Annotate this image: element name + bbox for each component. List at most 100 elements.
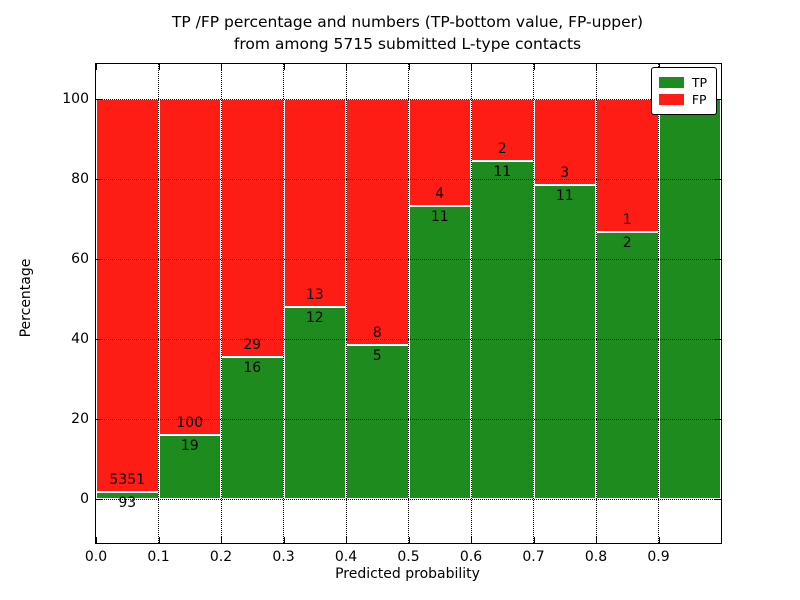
h-gridline bbox=[96, 179, 721, 180]
tp-count-label: 16 bbox=[243, 359, 262, 376]
tp-count-label: 19 bbox=[180, 438, 199, 455]
v-gridline bbox=[595, 64, 597, 543]
y-tick-left bbox=[96, 499, 102, 500]
y-tick-label: 20 bbox=[71, 411, 89, 427]
y-tick-label: 80 bbox=[71, 171, 89, 187]
v-gridline bbox=[158, 64, 159, 543]
tp-bar bbox=[596, 232, 659, 499]
y-tick-right bbox=[715, 179, 721, 180]
h-gridline bbox=[96, 259, 721, 260]
tp-count-label: 11 bbox=[430, 208, 449, 225]
h-gridline bbox=[96, 499, 721, 500]
v-gridline bbox=[533, 64, 534, 543]
tp-bar bbox=[221, 356, 284, 499]
tp-count-label: 12 bbox=[305, 310, 324, 326]
y-tick-right bbox=[715, 499, 721, 500]
fp-bar bbox=[158, 99, 221, 436]
x-tick-label: 0.3 bbox=[272, 549, 295, 565]
x-tick-top bbox=[96, 64, 97, 70]
x-tick-top bbox=[408, 64, 410, 70]
chart-title-line1: TP /FP percentage and numbers (TP-bottom… bbox=[171, 13, 644, 31]
x-tick-bottom bbox=[283, 537, 285, 543]
x-tick-label: 0.7 bbox=[522, 549, 545, 565]
y-axis-label: Percentage bbox=[18, 258, 34, 338]
y-tick-left bbox=[96, 259, 102, 260]
tp-bar bbox=[471, 160, 534, 499]
h-gridline bbox=[96, 99, 721, 100]
tp-count-label: 11 bbox=[493, 163, 512, 180]
v-gridline bbox=[658, 64, 659, 543]
fp-count-label: 13 bbox=[305, 287, 324, 303]
fp-count-label: 1 bbox=[622, 212, 632, 229]
x-tick-bottom bbox=[221, 537, 222, 543]
tp-count-label: 11 bbox=[555, 187, 574, 204]
tp-count-label: 5 bbox=[372, 348, 382, 365]
fp-bar bbox=[221, 99, 284, 357]
x-tick-bottom bbox=[596, 537, 597, 543]
y-tick-label: 40 bbox=[71, 331, 89, 347]
plot-area: TP FP 5351931001929161312854112113111224… bbox=[62, 63, 722, 565]
x-tick-bottom bbox=[658, 537, 660, 543]
v-gridline bbox=[283, 64, 284, 543]
x-tick-label: 0.6 bbox=[459, 549, 483, 565]
x-tick-bottom bbox=[471, 537, 472, 543]
x-tick-label: 0.2 bbox=[209, 549, 233, 565]
tp-count-label: 93 bbox=[118, 495, 137, 512]
x-tick-label: 0.1 bbox=[147, 549, 170, 565]
tp-bar bbox=[346, 345, 409, 499]
x-tick-bottom bbox=[96, 537, 97, 543]
h-gridline bbox=[96, 419, 721, 420]
y-tick-right bbox=[715, 99, 721, 100]
legend: TP FP bbox=[650, 67, 717, 115]
y-tick-label: 100 bbox=[62, 91, 89, 107]
fp-count-label: 2 bbox=[497, 140, 507, 157]
h-gridline bbox=[96, 339, 721, 340]
legend-item-fp: FP bbox=[658, 92, 707, 107]
y-tick-label: 60 bbox=[71, 251, 89, 267]
fp-count-label: 8 bbox=[372, 325, 382, 342]
tp-bar bbox=[533, 184, 596, 499]
x-axis-label: Predicted probability bbox=[335, 566, 480, 582]
v-gridline bbox=[408, 64, 409, 543]
fp-legend-swatch-icon bbox=[658, 94, 684, 105]
x-tick-bottom bbox=[533, 537, 535, 543]
chart-title: TP /FP percentage and numbers (TP-bottom… bbox=[95, 11, 720, 55]
tp-legend-swatch-icon bbox=[658, 77, 684, 88]
x-tick-top bbox=[471, 64, 472, 70]
y-tick-left bbox=[96, 419, 102, 420]
v-gridline bbox=[470, 64, 472, 543]
fp-count-label: 4 bbox=[435, 185, 445, 202]
legend-item-tp: TP bbox=[658, 75, 707, 90]
y-tick-left bbox=[96, 339, 102, 340]
fp-count-label: 5351 bbox=[109, 472, 146, 489]
y-tick-left bbox=[96, 179, 102, 180]
x-tick-label: 0.9 bbox=[647, 549, 670, 565]
x-tick-label: 0.8 bbox=[584, 549, 608, 565]
fp-count-label: 100 bbox=[176, 415, 204, 432]
x-tick-top bbox=[283, 64, 285, 70]
y-tick-right bbox=[715, 259, 721, 260]
fp-legend-label: FP bbox=[691, 92, 707, 107]
v-gridline bbox=[345, 64, 347, 543]
x-tick-top bbox=[221, 64, 222, 70]
fp-bar bbox=[283, 99, 346, 307]
x-tick-bottom bbox=[158, 537, 160, 543]
x-tick-top bbox=[158, 64, 160, 70]
tp-bar bbox=[408, 205, 471, 499]
tp-legend-label: TP bbox=[691, 75, 707, 90]
fp-bar bbox=[346, 99, 409, 346]
y-tick-left bbox=[96, 99, 102, 100]
x-tick-label: 0.4 bbox=[334, 549, 358, 565]
tp-bar bbox=[283, 307, 346, 499]
tp-count-label: 2 bbox=[622, 235, 632, 252]
x-tick-top bbox=[346, 64, 347, 70]
y-tick-right bbox=[715, 419, 721, 420]
fp-bar bbox=[96, 99, 159, 493]
y-tick-right bbox=[715, 339, 721, 340]
fp-count-label: 29 bbox=[243, 336, 262, 353]
chart-title-line2: from among 5715 submitted L-type contact… bbox=[233, 35, 582, 53]
x-tick-label: 0.5 bbox=[397, 549, 420, 565]
tp-bar bbox=[658, 99, 721, 499]
x-tick-bottom bbox=[408, 537, 410, 543]
